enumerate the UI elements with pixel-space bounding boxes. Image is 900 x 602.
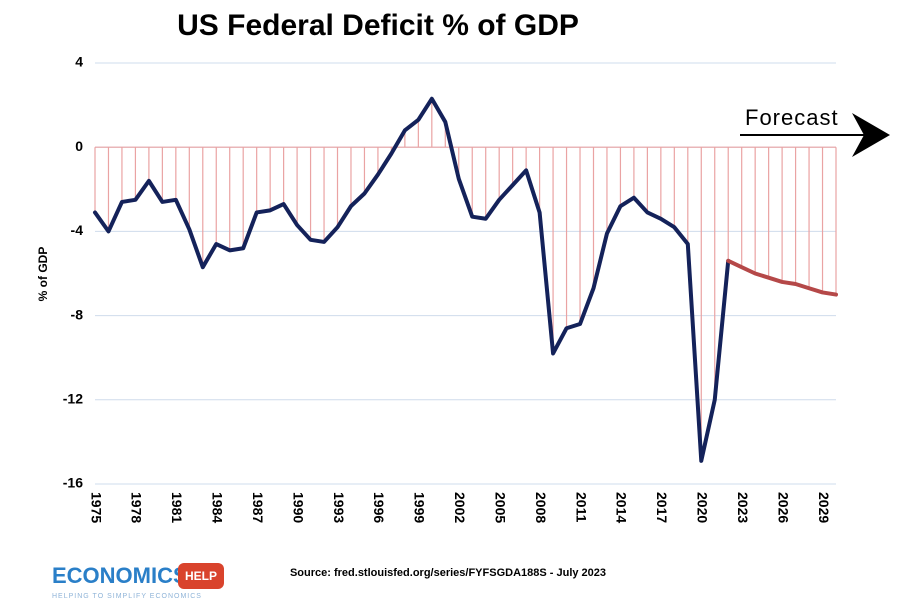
x-tick-label: 1984 (210, 492, 226, 523)
logo-tagline: HELPING TO SIMPLIFY ECONOMICS (52, 593, 202, 600)
y-tick-label: 4 (75, 54, 83, 70)
x-tick-label: 2005 (492, 492, 508, 523)
y-tick-label: -16 (63, 475, 83, 491)
x-tick-label: 2014 (614, 492, 630, 523)
x-tick-label: 2002 (452, 492, 468, 523)
x-tick-label: 2026 (775, 492, 791, 523)
x-tick-label: 2008 (533, 492, 549, 523)
x-tick-label: 1996 (371, 492, 387, 523)
x-tick-label: 2011 (573, 492, 589, 523)
x-tick-label: 1993 (331, 492, 347, 523)
x-tick-label: 2023 (735, 492, 751, 523)
x-tick-label: 2029 (816, 492, 832, 523)
logo-badge: HELP (185, 569, 217, 583)
x-tick-label: 1987 (250, 492, 266, 523)
logo-badge-bg (178, 563, 224, 589)
series-line (93, 96, 731, 463)
y-axis-label: % of GDP (36, 247, 50, 302)
x-tick-label: 1981 (169, 492, 185, 523)
x-tick-label: 1975 (88, 492, 104, 523)
y-tick-label: -12 (63, 391, 83, 407)
x-tick-label: 1990 (290, 492, 306, 523)
x-tick-label: 2020 (695, 492, 711, 523)
x-tick-label: 1978 (129, 492, 145, 523)
annotation: Forecast (745, 105, 839, 130)
forecast-arrow (740, 113, 890, 157)
series-line (726, 258, 838, 297)
x-tick-label: 2017 (654, 492, 670, 523)
chart-title: US Federal Deficit % of GDP (177, 9, 579, 42)
y-tick-label: -4 (71, 222, 84, 238)
y-tick-label: -8 (71, 306, 84, 322)
logo-name: ECONOMICS (52, 563, 188, 588)
y-tick-label: 0 (75, 138, 83, 154)
logo: ECONOMICS HELP HELPING TO SIMPLIFY ECONO… (52, 563, 224, 600)
source: Source: fred.stlouisfed.org/series/FYFSG… (290, 567, 606, 579)
x-tick-label: 1999 (412, 492, 428, 523)
